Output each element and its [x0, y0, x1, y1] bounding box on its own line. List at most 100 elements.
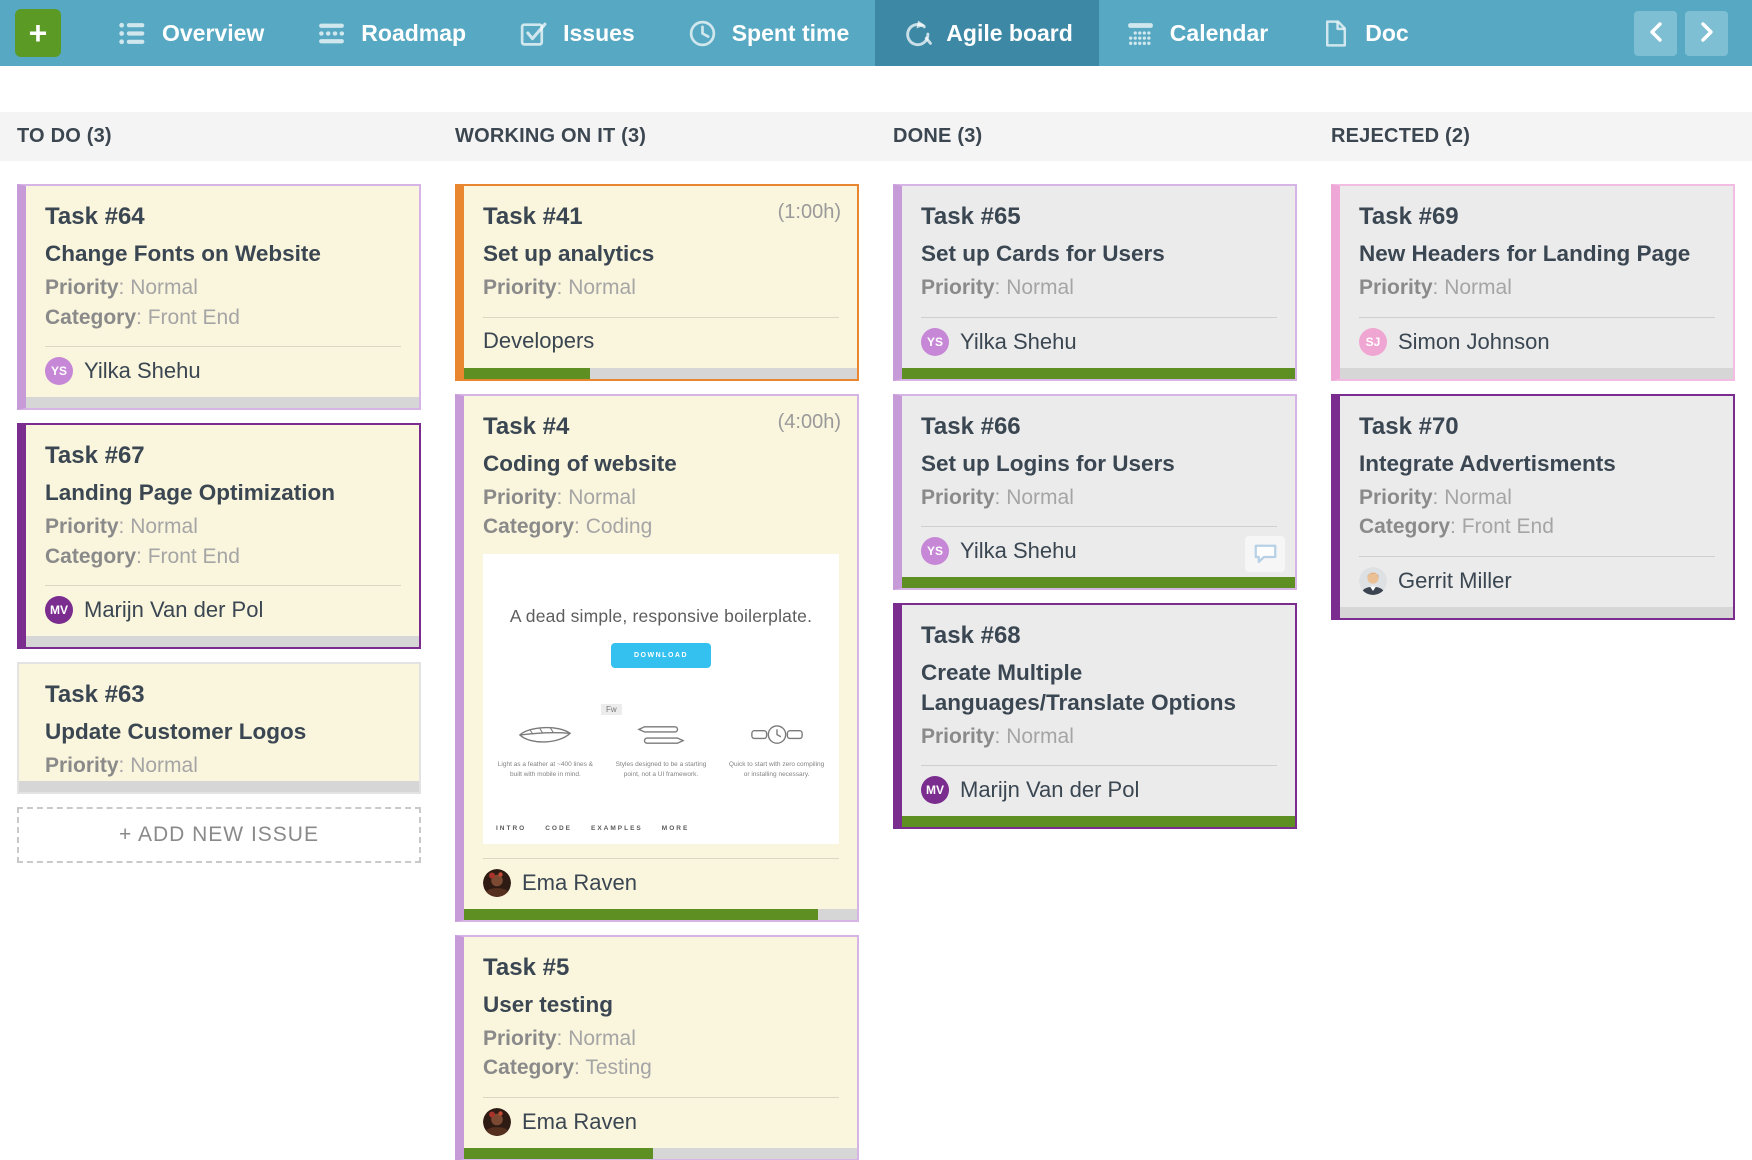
attachment-preview[interactable]: A dead simple, responsive boilerplate. D…: [483, 553, 839, 844]
tab-issues[interactable]: Issues: [492, 0, 661, 66]
task-id: Task #67: [45, 442, 145, 470]
tab-calendar[interactable]: Calendar: [1099, 0, 1294, 66]
tab-doc[interactable]: Doc: [1294, 0, 1434, 66]
nav-arrows: [1634, 0, 1752, 66]
category-row: Category: Front End: [45, 305, 240, 329]
card-task-69[interactable]: Task #69 New Headers for Landing Page Prio…: [1331, 184, 1735, 381]
task-id: Task #41: [483, 203, 583, 230]
top-navigation: + Overview Roadmap Issues Spent time Agile b…: [0, 0, 1752, 66]
column-title-done-3: DONE (3): [893, 125, 983, 147]
task-title: Update Customer Logos: [45, 719, 307, 745]
priority-row: Priority: Normal: [921, 485, 1074, 509]
category-row: Category: Front End: [1359, 515, 1554, 539]
tab-roadmap[interactable]: Roadmap: [290, 0, 492, 66]
card-task-64[interactable]: Task #64 Change Fonts on Website Priority:…: [17, 184, 421, 411]
avatar: SJ: [1359, 327, 1387, 356]
board-column-done-3: Task #65 Set up Cards for Users Priority: …: [876, 184, 1314, 842]
priority-row: Priority: Normal: [483, 276, 636, 300]
card-task-67[interactable]: Task #67 Landing Page Optimization Priorit…: [17, 423, 421, 650]
priority-row: Priority: Normal: [45, 515, 198, 539]
card-task-41[interactable]: (1:00h) Task #41 Set up analytics Priority:…: [455, 184, 859, 381]
priority-row: Priority: Normal: [921, 724, 1074, 748]
priority-row: Priority: Normal: [1359, 485, 1512, 509]
priority-row: Priority: Normal: [45, 754, 198, 778]
divider: [483, 857, 839, 859]
add-new-issue-button[interactable]: + ADD NEW ISSUE: [17, 806, 421, 863]
priority-row: Priority: Normal: [921, 276, 1074, 300]
task-id: Task #64: [45, 203, 145, 230]
chevron-left-icon: [1646, 20, 1666, 47]
nav-tabs: Overview Roadmap Issues Spent time Agile boa…: [91, 0, 1435, 66]
priority-row: Priority: Normal: [1359, 276, 1512, 300]
tab-label: Agile board: [946, 19, 1073, 46]
divider: [45, 346, 401, 348]
comment-icon[interactable]: [1245, 536, 1285, 573]
assignee-row: Ema Raven: [483, 868, 839, 897]
nav-back-button[interactable]: [1634, 10, 1677, 56]
avatar: YS: [921, 327, 949, 356]
tab-overview[interactable]: Overview: [91, 0, 290, 66]
progress-bar: [464, 1147, 857, 1159]
agile-board: Task #64 Change Fonts on Website Priority:…: [0, 184, 1752, 1160]
progress-bar: [1340, 606, 1733, 618]
task-id: Task #68: [921, 622, 1021, 650]
nav-forward-button[interactable]: [1685, 10, 1728, 56]
avatar-photo: [483, 868, 511, 897]
tab-agile-board[interactable]: Agile board: [875, 0, 1099, 66]
tab-label: Overview: [162, 19, 265, 46]
category-row: Category: Front End: [45, 544, 240, 568]
divider: [483, 1096, 839, 1098]
avatar-photo: [483, 1107, 511, 1136]
tab-spent-time[interactable]: Spent time: [661, 0, 876, 66]
divider: [483, 316, 839, 318]
column-title-to-do-3: TO DO (3): [17, 125, 112, 147]
roadmap-icon: [316, 18, 347, 49]
card-task-68[interactable]: Task #68 Create Multiple Languages/Transl…: [893, 603, 1297, 830]
task-id: Task #5: [483, 953, 570, 981]
progress-bar: [1340, 367, 1733, 379]
category-row: Category: Coding: [483, 515, 653, 539]
progress-bar: [902, 577, 1295, 589]
board-column-rejected-2: Task #69 New Headers for Landing Page Prio…: [1314, 184, 1752, 633]
assignee-row: MV Marijn Van der Pol: [45, 596, 401, 625]
progress-bar: [26, 397, 419, 409]
card-task-4[interactable]: (4:00h) Task #4 Coding of website Priority:…: [455, 393, 859, 922]
task-title: New Headers for Landing Page: [1359, 241, 1691, 266]
tab-label: Spent time: [731, 19, 850, 46]
card-task-63[interactable]: Task #63 Update Customer Logos Priority: N…: [17, 662, 421, 794]
assignee-row: YS Yilka Shehu: [45, 357, 401, 386]
chevron-right-icon: [1697, 20, 1717, 47]
doc-icon: [1320, 18, 1351, 49]
divider: [921, 526, 1277, 528]
tab-label: Issues: [563, 19, 635, 46]
column-title-working-on-it-3: WORKING ON IT (3): [455, 125, 647, 147]
assignee-name: Gerrit Miller: [1398, 567, 1512, 593]
card-task-65[interactable]: Task #65 Set up Cards for Users Priority: …: [893, 184, 1297, 381]
time-estimate: (4:00h): [777, 410, 841, 433]
task-title: Set up Logins for Users: [921, 450, 1175, 476]
divider: [45, 585, 401, 587]
sprint-icon: [901, 18, 933, 49]
assignee-row: Ema Raven: [483, 1107, 839, 1136]
card-task-70[interactable]: Task #70 Integrate Advertisments Priority:…: [1331, 393, 1735, 620]
task-title: Landing Page Optimization: [45, 480, 336, 506]
assignee-name: Marijn Van der Pol: [960, 777, 1140, 803]
assignee-row: MV Marijn Van der Pol: [921, 776, 1277, 805]
task-id: Task #70: [1359, 412, 1459, 440]
assignee-row: YS Yilka Shehu: [921, 327, 1277, 356]
category-row: Category: Testing: [483, 1056, 652, 1080]
task-title: Change Fonts on Website: [45, 241, 321, 266]
attachment-features: Light as a feather at ~400 lines & built…: [483, 722, 839, 780]
card-task-5[interactable]: Task #5 User testing Priority: Normal Categ…: [455, 934, 859, 1160]
card-task-66[interactable]: Task #66 Set up Logins for Users Priority:…: [893, 393, 1297, 591]
priority-row: Priority: Normal: [483, 1026, 636, 1050]
task-title: Coding of website: [483, 450, 677, 476]
feather-icon: [517, 726, 573, 752]
progress-bar: [902, 367, 1295, 379]
assignee-name: Simon Johnson: [1398, 328, 1550, 354]
add-button[interactable]: +: [15, 9, 61, 57]
tab-label: Doc: [1365, 19, 1409, 46]
divider: [1359, 316, 1715, 318]
assignee-name: Ema Raven: [522, 869, 637, 895]
divider: [921, 765, 1277, 767]
